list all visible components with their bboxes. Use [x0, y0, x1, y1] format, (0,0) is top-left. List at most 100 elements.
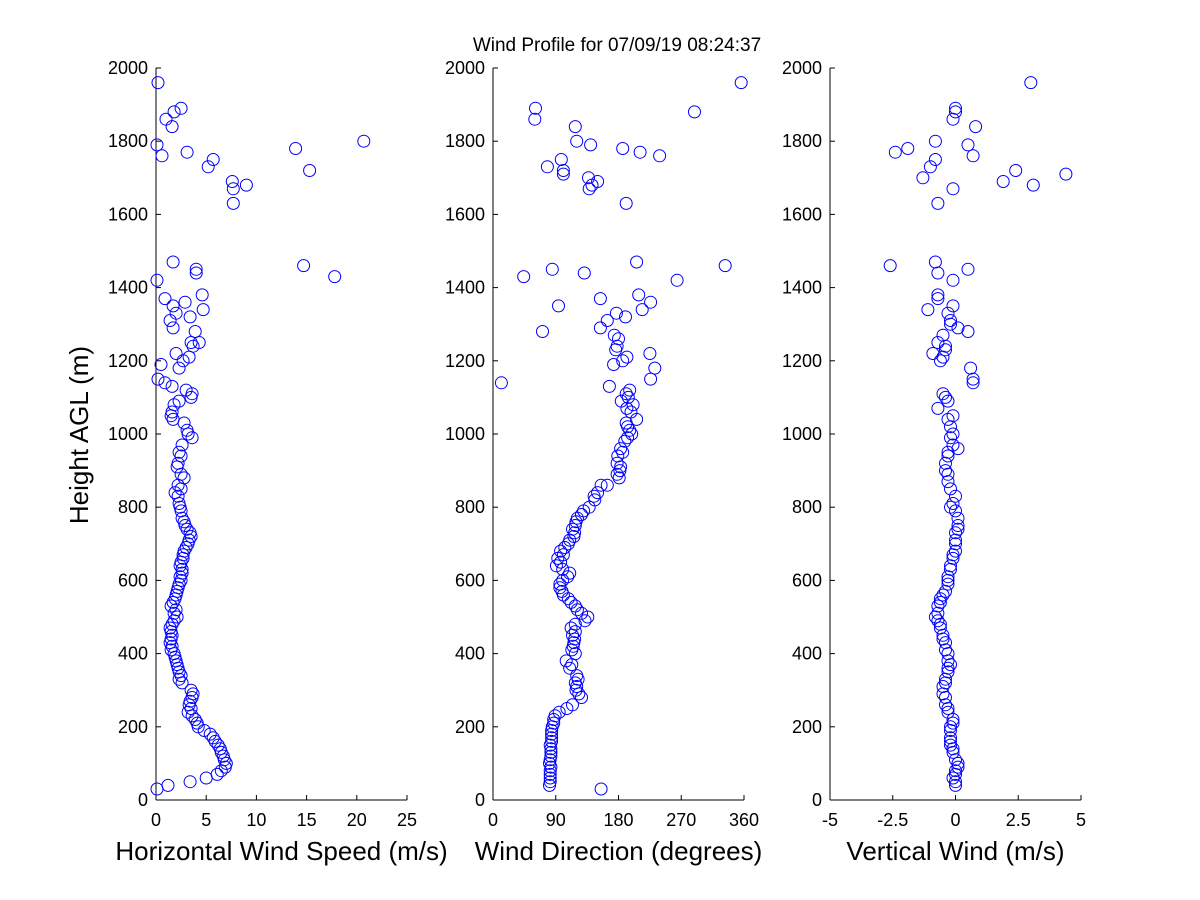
x-tick-label: -5 [822, 810, 838, 830]
data-point [931, 288, 945, 302]
data-point [175, 511, 189, 525]
data-point [946, 273, 960, 287]
y-tick-label: 200 [118, 717, 148, 737]
data-point [554, 153, 568, 166]
data-markers [883, 76, 1073, 792]
data-point [928, 153, 942, 166]
x-tick-label: 2.5 [1006, 810, 1031, 830]
y-tick-label: 1000 [445, 424, 485, 444]
data-point [951, 519, 965, 532]
data-point [563, 661, 577, 675]
y-tick-label: 1600 [445, 204, 485, 224]
data-point [189, 262, 203, 276]
data-point [226, 196, 240, 210]
data-point [946, 742, 960, 756]
data-point [181, 537, 195, 551]
data-point [303, 164, 317, 177]
data-point [289, 142, 303, 155]
data-point [944, 314, 957, 327]
x-tick-label: 10 [246, 810, 266, 830]
data-point [936, 628, 950, 642]
data-point [643, 347, 657, 360]
data-point [623, 383, 637, 397]
data-point [926, 347, 940, 360]
data-point [218, 760, 232, 774]
data-point [208, 734, 222, 748]
data-point [185, 709, 199, 723]
data-point [616, 142, 630, 155]
x-tick-label: 5 [201, 810, 211, 830]
data-point [621, 390, 635, 404]
data-point [175, 438, 189, 452]
y-tick-label: 1800 [445, 131, 485, 151]
x-axis-label: Wind Direction (degrees) [475, 836, 763, 866]
data-point [172, 361, 186, 375]
data-point [174, 669, 188, 683]
x-tick-label: 180 [603, 810, 633, 830]
data-point [328, 270, 342, 284]
data-point [165, 120, 179, 134]
y-tick-label: 800 [118, 497, 148, 517]
data-point [593, 292, 607, 306]
y-tick-label: 600 [792, 570, 822, 590]
data-point [600, 314, 614, 327]
data-point [561, 570, 575, 584]
data-point [623, 423, 637, 437]
data-point [923, 160, 937, 174]
data-point [1059, 167, 1073, 181]
data-point [951, 522, 965, 536]
data-point [933, 354, 947, 368]
data-point [554, 555, 568, 569]
data-point [944, 658, 957, 672]
data-point [150, 782, 164, 796]
x-tick-label: 90 [546, 810, 566, 830]
data-point [225, 175, 239, 188]
data-point [600, 478, 614, 492]
data-point [543, 764, 557, 778]
data-point [170, 460, 184, 474]
y-tick-label: 1200 [108, 351, 148, 371]
data-point [554, 544, 568, 558]
y-tick-label: 1800 [108, 131, 148, 151]
chart-title: Wind Profile for 07/09/19 08:24:37 [473, 35, 761, 56]
data-point [936, 632, 950, 646]
data-point [949, 101, 962, 115]
data-point [944, 431, 957, 445]
data-point [176, 354, 190, 368]
data-point [543, 778, 556, 792]
y-axis-label: Height AGL (m) [64, 346, 94, 524]
data-point [594, 782, 608, 796]
data-point [172, 672, 186, 686]
data-point [192, 336, 206, 349]
data-point [547, 713, 561, 726]
y-tick-label: 1200 [782, 351, 822, 371]
data-point [939, 698, 952, 712]
data-point [568, 625, 582, 639]
data-point [931, 614, 945, 628]
data-point [591, 486, 605, 500]
data-point [575, 606, 588, 620]
data-point [969, 120, 983, 134]
data-point [155, 149, 169, 163]
y-tick-label: 1400 [108, 278, 148, 298]
data-point [556, 164, 570, 177]
x-tick-label: 0 [151, 810, 161, 830]
data-point [150, 273, 164, 287]
data-point [168, 592, 182, 606]
data-point [941, 705, 955, 719]
data-point [568, 519, 582, 532]
data-point [921, 303, 935, 317]
data-point [239, 178, 253, 192]
data-point [933, 595, 947, 609]
data-point [540, 160, 554, 174]
data-point [158, 376, 172, 390]
data-point [150, 138, 164, 152]
data-point [551, 551, 565, 565]
data-point [563, 566, 577, 580]
data-point [593, 321, 607, 335]
data-point [635, 303, 649, 317]
data-point [936, 350, 950, 364]
data-point [619, 196, 633, 210]
data-point [543, 771, 557, 785]
